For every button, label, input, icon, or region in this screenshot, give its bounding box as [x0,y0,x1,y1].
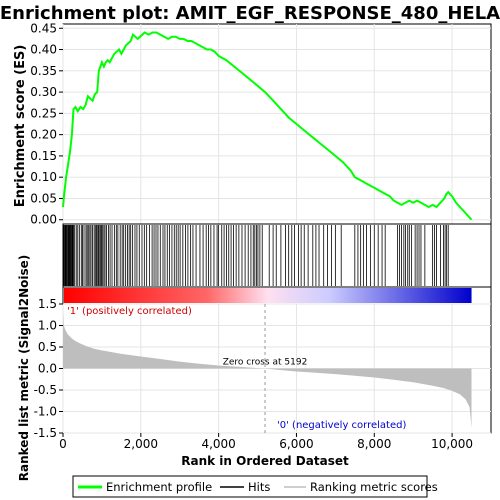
legend-label-profile: Enrichment profile [106,480,212,494]
rank-panel: -1.5 -1.0 -0.5 0.0 0.5 1.0 1.5 0 2,000 4,000 6,00… [17,255,492,482]
legend-frame [72,475,428,498]
rank-y-ticks: -1.5 -1.0 -0.5 0.0 0.5 1.0 1.5 [34,297,63,440]
rank-y-axis-label: Ranked list metric (Signal2Noise) [17,255,31,482]
es-y-tick-label: 0.15 [30,149,57,163]
es-y-tick-label: 0.20 [30,128,57,142]
rank-x-tick-label: 0 [59,437,67,451]
es-y-tick-label: 0.00 [30,213,57,227]
es-y-tick-label: 0.30 [30,85,57,99]
positive-correlation-label: '1' (positively correlated) [67,306,192,317]
hit-marks [62,225,449,286]
ranking-metric-area [63,312,472,428]
enrichment-profile-line [62,31,473,221]
es-y-ticks: 0.00 0.05 0.10 0.15 0.20 0.25 0.30 0.35 0.40 0.45 [30,21,63,227]
legend: Enrichment profile Hits Ranking metric s… [72,475,438,498]
rank-y-tick-label: -1.0 [34,405,57,419]
es-y-tick-label: 0.05 [30,191,57,205]
rank-x-tick-label: 10,000 [431,437,473,451]
chart-title: Enrichment plot: AMIT_EGF_RESPONSE_480_H… [0,3,500,24]
es-plot-frame [62,23,492,225]
rank-y-tick-label: 0.5 [38,340,57,354]
rank-x-tick-label: 2,000 [124,437,158,451]
ranked-list-heat-bar [64,288,472,303]
rank-x-tick-label: 4,000 [201,437,235,451]
rank-x-axis-label: Rank in Ordered Dataset [181,454,349,468]
es-y-tick-label: 0.25 [30,106,57,120]
es-panel: 0.00 0.05 0.10 0.15 0.20 0.25 0.30 0.35 0.40 0.45… [13,21,492,227]
legend-label-metric: Ranking metric scores [310,480,438,494]
rank-y-tick-label: -1.5 [34,426,57,440]
es-y-tick-label: 0.40 [30,43,57,57]
es-y-tick-label: 0.35 [30,64,57,78]
zero-cross-label: Zero cross at 5192 [223,358,308,368]
legend-label-hits: Hits [248,480,270,494]
hits-frame [62,223,492,288]
hits-panel [62,223,492,288]
rank-x-tick-label: 6,000 [279,437,313,451]
rank-y-tick-label: 1.0 [38,319,57,333]
es-y-tick-label: 0.45 [30,21,57,35]
rank-y-tick-label: -0.5 [34,383,57,397]
rank-x-tick-label: 8,000 [357,437,391,451]
rank-y-tick-label: 0.0 [38,362,57,376]
es-y-axis-label: Enrichment score (ES) [13,45,28,208]
rank-x-ticks: 0 2,000 4,000 6,000 8,000 10,000 [59,433,473,451]
negative-correlation-label: '0' (negatively correlated) [277,420,406,431]
es-y-tick-label: 0.10 [30,170,57,184]
rank-y-tick-label: 1.5 [38,297,57,311]
